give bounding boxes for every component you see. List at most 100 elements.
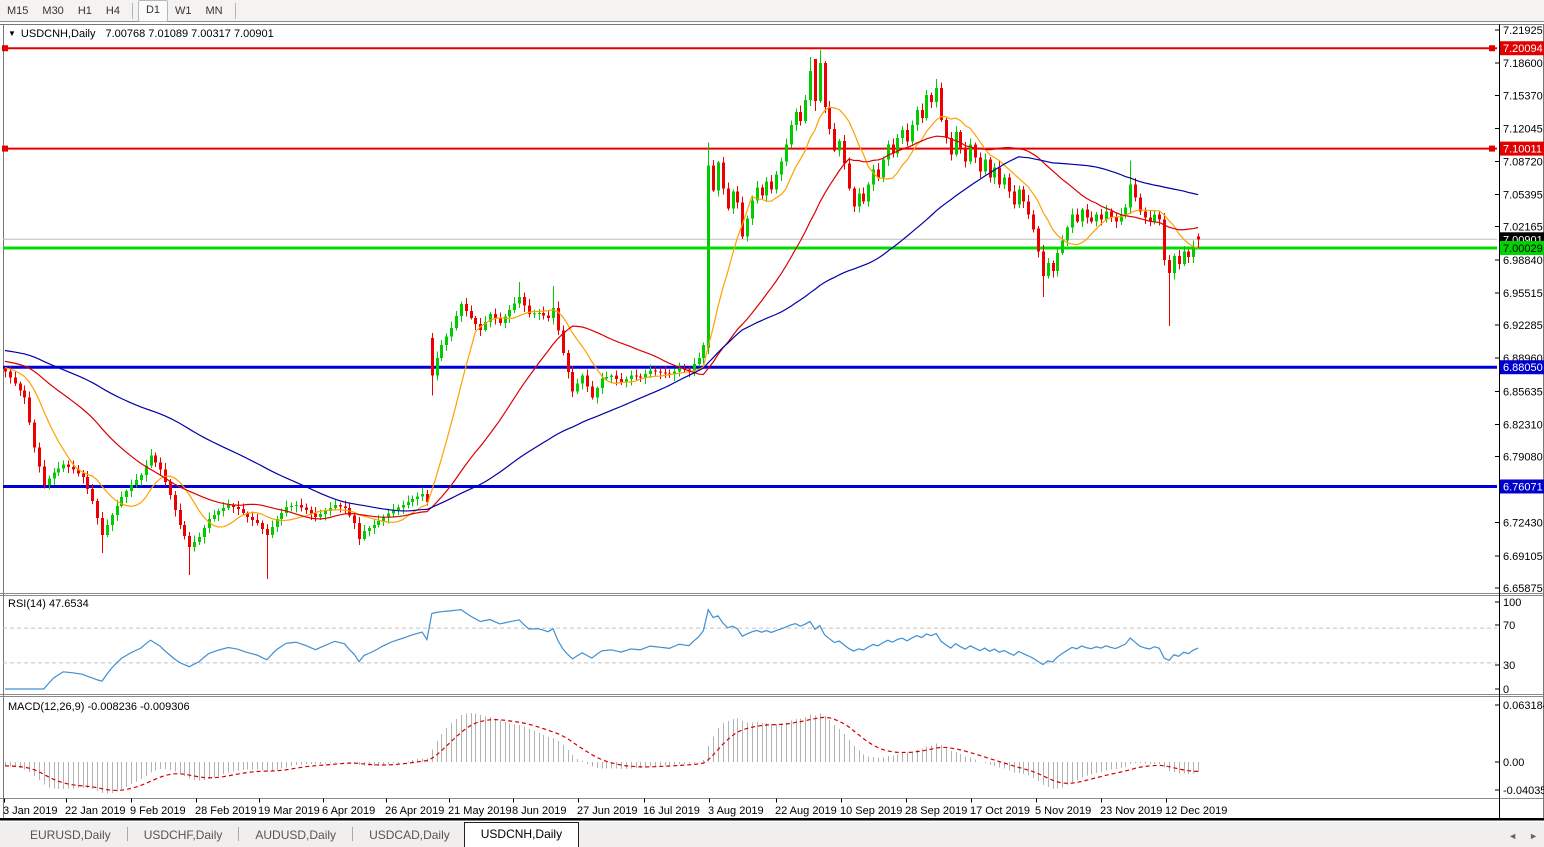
price-axis: 7.21925 7.18600 7.15370 7.12045 7.08720 7.053… [1495, 25, 1544, 595]
candle-wicks-up [49, 50, 1194, 552]
price-badge-7.10011: 7.10011 [1500, 141, 1544, 156]
macd-indicator-label: MACD(12,26,9) -0.008236 -0.009306 [8, 701, 190, 713]
price-axis-tick: 7.21925 [1503, 25, 1543, 37]
macd-axis: 0.063184 0.00 -0.040355 [1495, 700, 1544, 797]
price-axis-tick: 6.95515 [1503, 288, 1543, 300]
tab-divider [352, 827, 354, 841]
macd-histogram [5, 712, 1199, 794]
time-axis-label: 17 Oct 2019 [970, 805, 1030, 817]
time-axis-label: 26 Apr 2019 [385, 805, 444, 817]
time-axis-label: 27 Jun 2019 [577, 805, 638, 817]
pane-borders [0, 24, 1544, 821]
price-axis-tick: 6.82310 [1503, 419, 1543, 431]
price-badge-6.76071: 6.76071 [1500, 479, 1544, 494]
time-axis: 3 Jan 2019 22 Jan 2019 9 Feb 2019 28 Feb 20… [3, 798, 1227, 817]
price-axis-tick: 7.08720 [1503, 156, 1543, 168]
time-axis-label: 8 Jun 2019 [512, 805, 566, 817]
price-axis-tick: 6.98840 [1503, 255, 1543, 267]
price-axis-tick: 6.69105 [1503, 551, 1543, 563]
tab-scroll-right-icon[interactable]: ► [1529, 831, 1538, 841]
time-axis-label: 21 May 2019 [448, 805, 512, 817]
time-axis-label: 3 Aug 2019 [708, 805, 764, 817]
macd-axis-tick: 0.00 [1503, 757, 1524, 769]
tab-divider [126, 827, 128, 841]
svg-text:7.00029: 7.00029 [1503, 243, 1543, 255]
time-axis-label: 23 Nov 2019 [1100, 805, 1162, 817]
timeframe-button-m15[interactable]: M15 [7, 4, 29, 17]
macd-axis-tick: -0.040355 [1503, 785, 1544, 797]
svg-text:7.20094: 7.20094 [1503, 43, 1543, 55]
rsi-line [5, 608, 1199, 690]
rsi-axis-tick: 100 [1503, 597, 1521, 609]
time-axis-label: 22 Jan 2019 [65, 805, 126, 817]
time-axis-label: 5 Nov 2019 [1035, 805, 1091, 817]
price-axis-tick: 7.05395 [1503, 190, 1543, 202]
price-axis-tick: 7.15370 [1503, 90, 1543, 102]
price-axis-tick: 6.79080 [1503, 452, 1543, 464]
timeframe-button-h4[interactable]: H4 [105, 4, 120, 17]
time-axis-label: 3 Jan 2019 [3, 805, 57, 817]
price-axis-tick: 7.18600 [1503, 58, 1543, 70]
window-bottom-border [0, 818, 1544, 821]
tab-usdchf-daily[interactable]: USDCHF,Daily [143, 828, 223, 842]
price-badge-7.00029: 7.00029 [1500, 240, 1544, 255]
chart-symbol-label: USDCNH,Daily [20, 28, 96, 40]
level-line-7.20094[interactable] [2, 45, 1497, 52]
chart-window[interactable]: 7.21925 7.18600 7.15370 7.12045 7.08720 7.053… [0, 22, 1544, 822]
timeframe-button-d1[interactable]: D1 [137, 0, 168, 22]
macd-signal-line [4, 716, 1199, 792]
timeframe-button-w1[interactable]: W1 [175, 4, 192, 17]
level-handle [1489, 145, 1495, 152]
price-axis-tick: 6.72430 [1503, 518, 1543, 530]
ma-65-line[interactable] [4, 156, 1199, 512]
tab-usdcad-daily[interactable]: USDCAD,Daily [369, 828, 450, 842]
time-axis-label: 16 Jul 2019 [643, 805, 700, 817]
time-axis-label: 28 Sep 2019 [905, 805, 967, 817]
level-handle [2, 145, 8, 152]
chart-plot-area[interactable]: 7.21925 7.18600 7.15370 7.12045 7.08720 7.053… [0, 22, 1544, 822]
time-axis-label: 12 Dec 2019 [1165, 805, 1227, 817]
rsi-axis-tick: 0 [1503, 684, 1509, 696]
time-axis-label: 19 Mar 2019 [258, 805, 320, 817]
time-axis-label: 10 Sep 2019 [840, 805, 902, 817]
ma-30-line[interactable] [4, 135, 1199, 520]
candle-wicks-down [5, 59, 1199, 579]
price-badge-6.88050: 6.88050 [1500, 360, 1544, 375]
chart-title: ▼ USDCNH,Daily 7.00768 7.01089 7.00317 7.0… [8, 28, 274, 40]
rsi-axis: 100 70 30 0 [1495, 597, 1521, 696]
macd-pane [4, 712, 1199, 794]
chart-ohlc-values: 7.00768 7.01089 7.00317 7.00901 [105, 28, 274, 40]
price-axis-tick: 7.02165 [1503, 222, 1543, 234]
level-handle [1489, 45, 1495, 52]
candle-bodies-down [4, 59, 1200, 547]
timeframe-button-mn[interactable]: MN [205, 4, 223, 17]
symbol-tabbar: EURUSD,Daily USDCHF,Daily AUDUSD,Daily U… [0, 822, 1544, 847]
tab-scroll-controls: ◄ ► [1508, 831, 1538, 841]
rsi-pane [3, 608, 1497, 690]
tab-divider [238, 827, 240, 841]
symbol-dropdown-icon[interactable]: ▼ [8, 29, 16, 38]
svg-text:6.88050: 6.88050 [1503, 362, 1543, 374]
toolbar-separator [234, 2, 236, 19]
timeframe-button-h1[interactable]: H1 [77, 4, 92, 17]
rsi-indicator-label: RSI(14) 47.6534 [8, 598, 89, 610]
time-axis-label: 22 Aug 2019 [775, 805, 837, 817]
time-axis-label: 9 Feb 2019 [130, 805, 186, 817]
macd-axis-tick: 0.063184 [1503, 700, 1544, 712]
time-axis-label: 28 Feb 2019 [195, 805, 257, 817]
price-axis-tick: 7.12045 [1503, 123, 1543, 135]
tab-eurusd-daily[interactable]: EURUSD,Daily [30, 828, 111, 842]
price-axis-tick: 6.65875 [1503, 583, 1543, 595]
tab-usdcnh-daily[interactable]: USDCNH,Daily [463, 822, 580, 847]
toolbar-separator [131, 2, 133, 19]
tab-audusd-daily[interactable]: AUDUSD,Daily [255, 828, 337, 842]
rsi-axis-tick: 70 [1503, 620, 1515, 632]
ma-10-line[interactable] [4, 106, 1199, 528]
tab-scroll-left-icon[interactable]: ◄ [1508, 831, 1518, 841]
rsi-axis-tick: 30 [1503, 660, 1515, 672]
timeframe-button-m30[interactable]: M30 [42, 4, 64, 17]
timeframe-toolbar: M15 M30 H1 H4 D1 W1 MN [0, 0, 1544, 22]
level-line-7.10011[interactable] [2, 145, 1497, 152]
price-axis-tick: 6.92285 [1503, 320, 1543, 332]
